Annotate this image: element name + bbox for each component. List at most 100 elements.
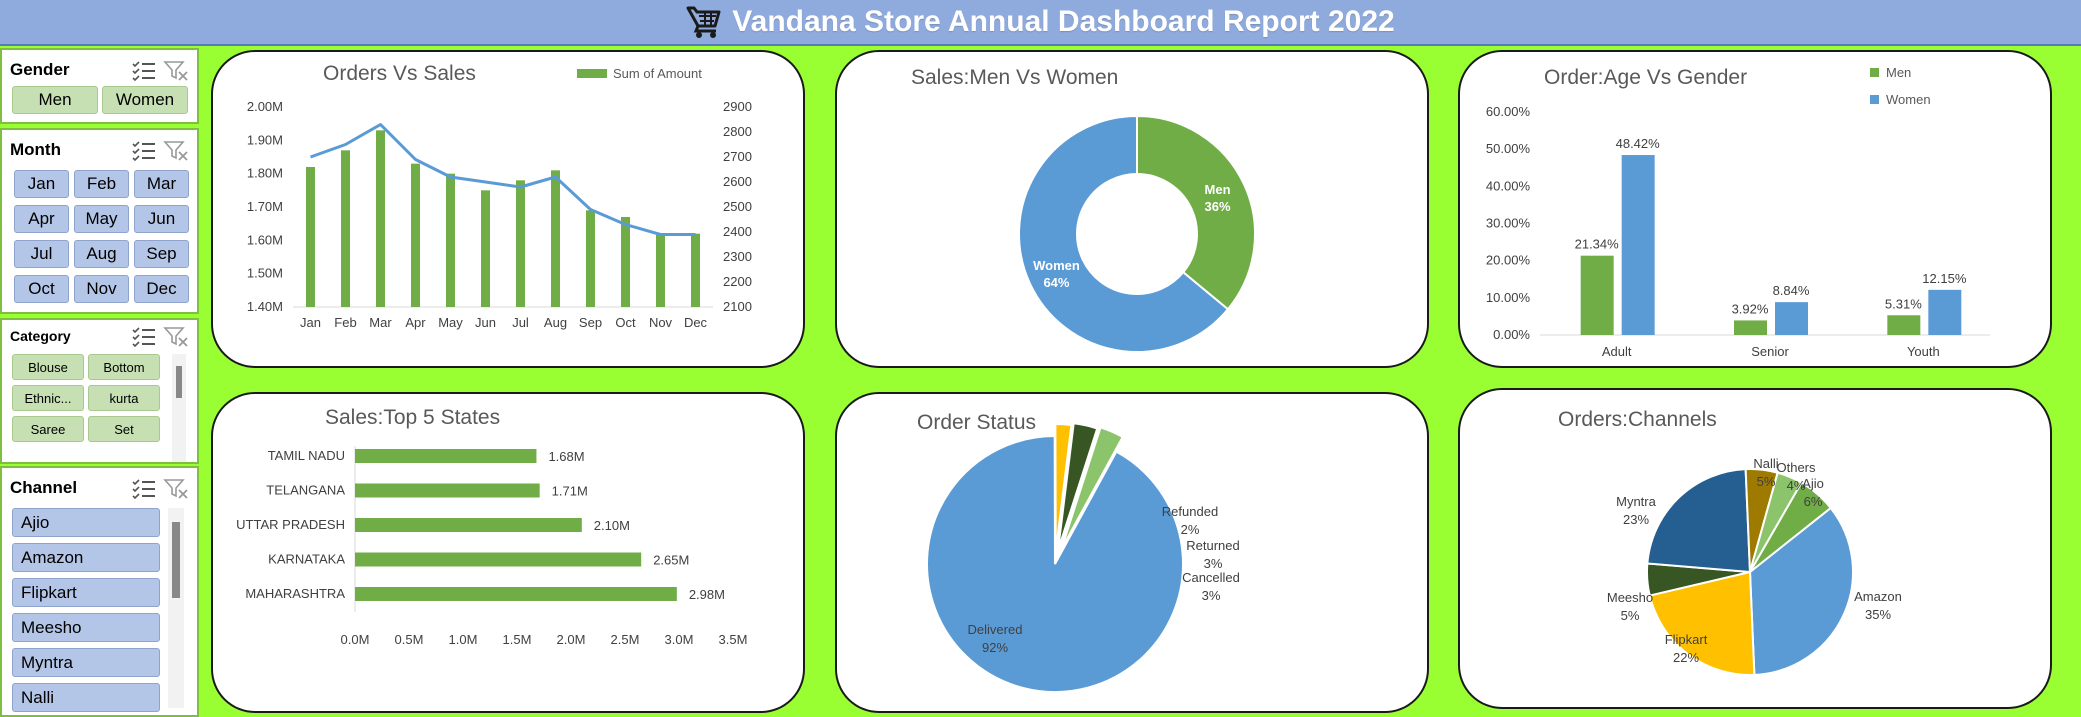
- x-tick-label: Oct: [615, 315, 636, 330]
- x-tick-label: Aug: [544, 315, 567, 330]
- y-tick-label: 1.90M: [247, 132, 283, 147]
- slice-value: 22%: [1673, 650, 1699, 665]
- slice-value: 6%: [1804, 494, 1823, 509]
- slicer-title: Gender: [10, 60, 70, 79]
- x-tick-label: May: [438, 315, 463, 330]
- slice-value: 3%: [1204, 556, 1223, 571]
- bar: [1734, 320, 1767, 335]
- slicer-button-flipkart[interactable]: Flipkart: [12, 578, 160, 607]
- y2-tick-label: 2300: [723, 249, 752, 264]
- bar: [1621, 155, 1655, 335]
- multi-select-icon[interactable]: [131, 325, 157, 347]
- slicer-button-men[interactable]: Men: [12, 86, 98, 114]
- slicer-button-apr[interactable]: Apr: [14, 205, 69, 233]
- slicer-button-nalli[interactable]: Nalli: [12, 683, 160, 712]
- y2-tick-label: 2100: [723, 299, 752, 314]
- slicer-button-feb[interactable]: Feb: [74, 170, 129, 198]
- scrollbar[interactable]: [172, 354, 186, 462]
- clear-filter-icon[interactable]: [163, 325, 189, 347]
- x-tick-label: 0.0M: [341, 632, 370, 647]
- slicer-button-blouse[interactable]: Blouse: [12, 354, 84, 380]
- x-tick-label: 2.5M: [611, 632, 640, 647]
- bar: [306, 167, 315, 307]
- slicer-button-ajio[interactable]: Ajio: [12, 508, 160, 537]
- bar: [656, 233, 665, 307]
- slicer-button-amazon[interactable]: Amazon: [12, 543, 160, 572]
- clear-filter-icon[interactable]: [163, 139, 189, 161]
- slicer-button-aug[interactable]: Aug: [74, 240, 129, 268]
- slicer-button-bottom[interactable]: Bottom: [88, 354, 160, 380]
- legend-label: Women: [1886, 92, 1931, 107]
- data-label: 48.42%: [1616, 136, 1661, 151]
- slice-label: Men: [1205, 182, 1231, 197]
- men-vs-women-chart: Sales:Men Vs Women Men 36% Women 64%: [911, 66, 1256, 353]
- multi-select-icon[interactable]: [131, 139, 157, 161]
- data-label: 1.71M: [552, 484, 588, 499]
- chart-card-age-vs-gender: Order:Age Vs Gender Men Women 60.00% 50.00% 4…: [1458, 50, 2052, 368]
- x-tick-label: 3.5M: [719, 632, 748, 647]
- slicer-button-sep[interactable]: Sep: [134, 240, 189, 268]
- slice-label: Flipkart: [1665, 632, 1708, 647]
- slicer-button-kurta[interactable]: kurta: [88, 385, 160, 411]
- pie-slice-myntra: [1646, 468, 1752, 574]
- slice-value: 4%: [1787, 478, 1806, 493]
- slicer-button-myntra[interactable]: Myntra: [12, 648, 160, 677]
- bar: [1928, 289, 1962, 335]
- chart-card-men-vs-women: Sales:Men Vs Women Men 36% Women 64%: [835, 50, 1429, 368]
- x-tick-label: 1.5M: [503, 632, 532, 647]
- slice-label: Ajio: [1802, 476, 1824, 491]
- pie-slice-delivered: [926, 434, 1184, 693]
- chart-card-top-states: Sales:Top 5 States 0.0M 0.5M 1.0M 1.5M 2.0M 2.…: [211, 392, 805, 713]
- slice-value: 36%: [1205, 199, 1231, 214]
- pie-slice-refunded: [1054, 423, 1073, 553]
- slice-label: Cancelled: [1182, 570, 1240, 585]
- y2-tick-label: 2900: [723, 99, 752, 114]
- channels-chart: Orders:Channels Amazon 35% Flipkart 22% Meesh…: [1558, 408, 1902, 676]
- multi-select-icon[interactable]: [131, 59, 157, 81]
- slicer-title: Category: [10, 328, 71, 344]
- scrollbar[interactable]: [168, 508, 184, 708]
- slicer-button-saree[interactable]: Saree: [12, 416, 84, 442]
- data-label: 8.84%: [1773, 283, 1810, 298]
- slice-value: 92%: [982, 640, 1008, 655]
- slicer-button-nov[interactable]: Nov: [74, 275, 129, 303]
- bar: [341, 150, 350, 307]
- slicer-button-women[interactable]: Women: [102, 86, 188, 114]
- scrollbar-thumb[interactable]: [172, 522, 180, 598]
- slicer-button-jun[interactable]: Jun: [134, 205, 189, 233]
- y-tick-label: 1.50M: [247, 266, 283, 281]
- data-label: 12.15%: [1922, 271, 1967, 286]
- slice-value: 35%: [1865, 607, 1891, 622]
- slice-label: Meesho: [1607, 590, 1653, 605]
- y-tick-label: UTTAR PRADESH: [236, 517, 345, 532]
- legend-label: Men: [1886, 65, 1911, 80]
- bar: [1775, 302, 1808, 335]
- x-tick-label: Youth: [1907, 344, 1940, 359]
- scrollbar-thumb[interactable]: [176, 366, 182, 398]
- pie-slice-returned: [1057, 422, 1099, 551]
- slicer-button-oct[interactable]: Oct: [14, 275, 69, 303]
- slicer-button-ethnic[interactable]: Ethnic...: [12, 385, 84, 411]
- multi-select-icon[interactable]: [131, 477, 157, 499]
- clear-filter-icon[interactable]: [163, 59, 189, 81]
- slicer-button-may[interactable]: May: [74, 205, 129, 233]
- slicer-button-dec[interactable]: Dec: [134, 275, 189, 303]
- slice-value: 23%: [1623, 512, 1649, 527]
- page-title: Vandana Store Annual Dashboard Report 20…: [732, 5, 1395, 38]
- y-tick-label: 1.60M: [247, 232, 283, 247]
- bar: [691, 233, 700, 307]
- y2-tick-label: 2200: [723, 274, 752, 289]
- slicer-button-mar[interactable]: Mar: [134, 170, 189, 198]
- slicer-button-jul[interactable]: Jul: [14, 240, 69, 268]
- clear-filter-icon[interactable]: [163, 477, 189, 499]
- bar: [355, 587, 677, 601]
- slicer-button-jan[interactable]: Jan: [14, 170, 69, 198]
- y-tick-label: 2.00M: [247, 99, 283, 114]
- slicer-button-set[interactable]: Set: [88, 416, 160, 442]
- x-tick-label: Apr: [405, 315, 426, 330]
- slice-value: 5%: [1757, 474, 1776, 489]
- legend-swatch: [577, 69, 607, 78]
- slicer-button-meesho[interactable]: Meesho: [12, 613, 160, 642]
- bar: [586, 210, 595, 307]
- slicer-title: Month: [10, 140, 61, 159]
